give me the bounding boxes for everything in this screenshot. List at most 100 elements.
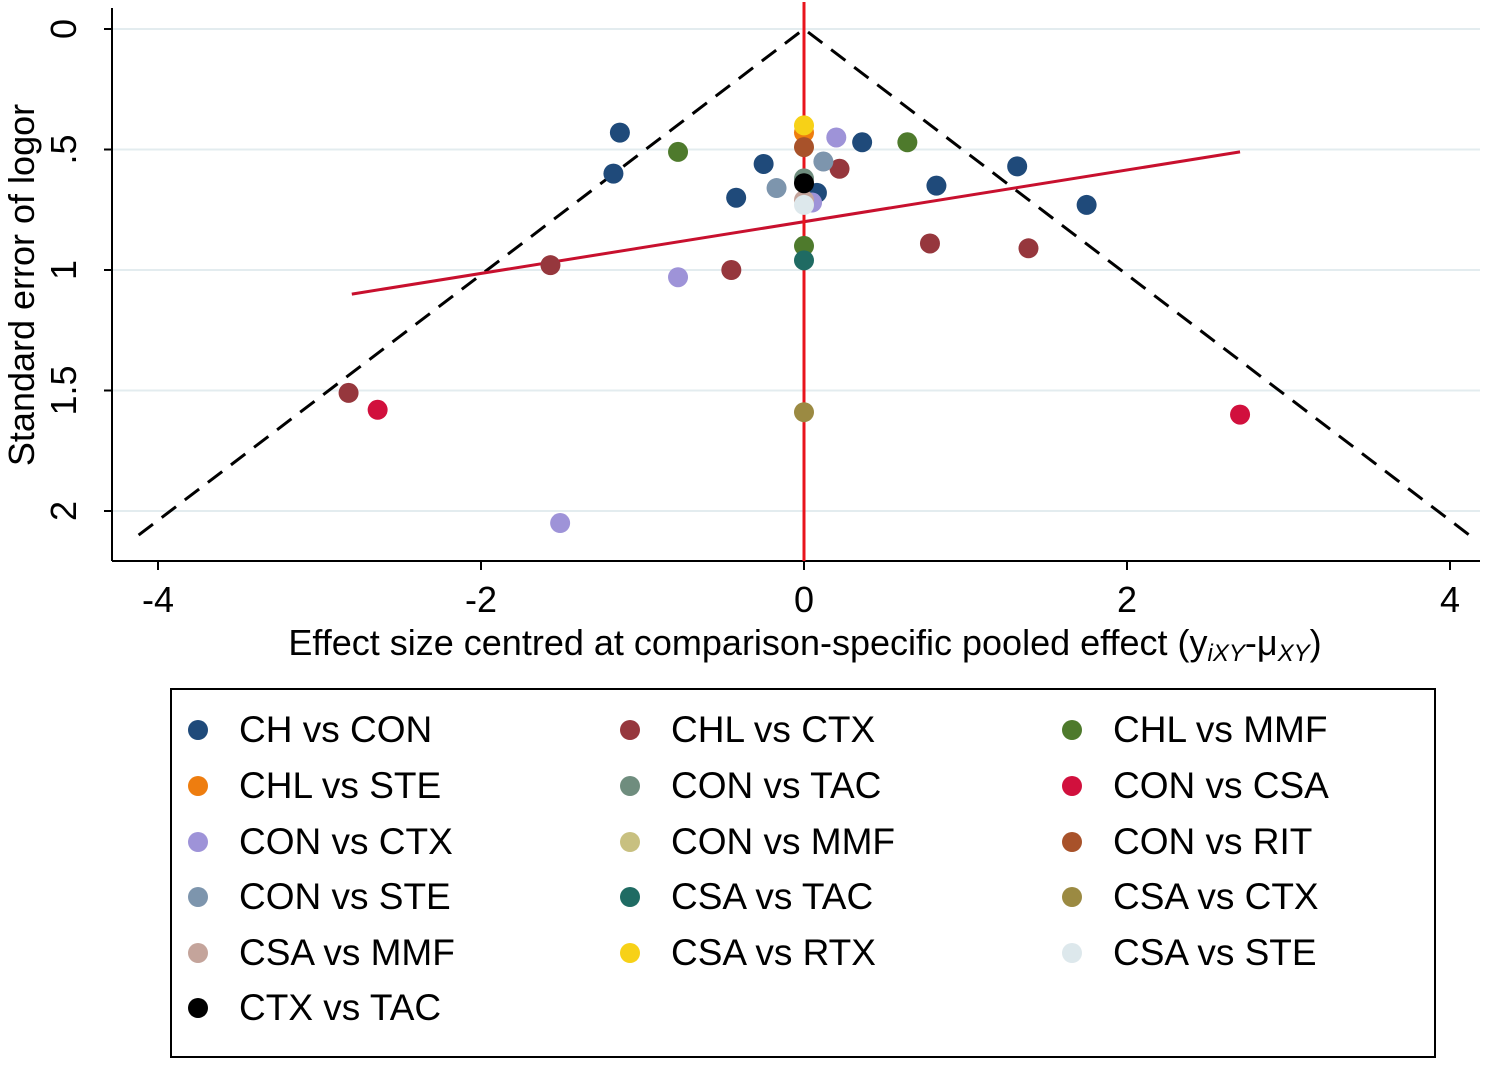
y-axis-title: Standard error of logor xyxy=(1,104,42,466)
legend-swatch xyxy=(620,943,640,963)
legend-item-con-vs-rit: CON vs RIT xyxy=(1062,822,1312,862)
y-tick-label: .5 xyxy=(43,134,84,164)
point-ctx-vs-tac xyxy=(794,173,814,194)
funnel-plot: 0.511.52-4 -2 0 2 4 Standard error of logor … xyxy=(1,2,1480,667)
funnel-limit-lines xyxy=(137,27,1471,537)
point-ch-vs-con xyxy=(609,122,630,143)
legend-item-chl-vs-ctx: CHL vs CTX xyxy=(620,710,875,750)
legend-swatch xyxy=(188,887,208,907)
point-con-vs-ste xyxy=(766,178,787,199)
legend-item-csa-vs-ctx: CSA vs CTX xyxy=(1062,877,1319,917)
legend-swatch xyxy=(620,832,640,852)
y-tick-label: 0 xyxy=(43,19,84,39)
legend-item-con-vs-csa: CON vs CSA xyxy=(1062,766,1329,806)
legend-label: CON vs CTX xyxy=(239,821,453,862)
legend-label: CON vs STE xyxy=(239,876,451,917)
x-axis-title-end: ) xyxy=(1310,622,1322,663)
point-con-vs-csa xyxy=(1230,404,1251,425)
legend-label: CSA vs RTX xyxy=(671,932,876,973)
y-tick-label: 1 xyxy=(43,260,84,280)
legend-swatch xyxy=(1062,943,1082,963)
y-tick-label: 1.5 xyxy=(43,365,84,415)
legend-swatch xyxy=(188,720,208,740)
point-chl-vs-mmf xyxy=(794,235,814,256)
point-csa-vs-ste xyxy=(794,194,814,215)
regression-line xyxy=(351,150,1241,296)
point-ch-vs-con xyxy=(753,153,774,174)
point-chl-vs-ctx xyxy=(919,233,940,254)
legend-label: CHL vs CTX xyxy=(671,709,876,750)
point-csa-vs-ctx xyxy=(794,402,814,423)
legend-item-con-vs-mmf: CON vs MMF xyxy=(620,822,895,862)
legend-label: CON vs MMF xyxy=(671,821,896,862)
legend-label: CSA vs CTX xyxy=(1113,876,1319,917)
legend-swatch xyxy=(1062,776,1082,796)
x-axis-title-sub2: XY xyxy=(1277,640,1312,667)
legend-item-csa-vs-tac: CSA vs TAC xyxy=(620,877,873,917)
legend-label: CHL vs STE xyxy=(239,765,442,806)
legend-swatch xyxy=(1062,887,1082,907)
point-chl-vs-ctx xyxy=(1018,238,1039,259)
data-points xyxy=(338,115,1251,534)
x-tick-label: -4 xyxy=(142,579,174,620)
legend-item-con-vs-tac: CON vs TAC xyxy=(620,766,881,806)
point-ch-vs-con xyxy=(726,187,747,208)
x-tick-label: 4 xyxy=(1440,579,1460,620)
point-chl-vs-mmf xyxy=(897,132,918,153)
legend-item-ch-vs-con: CH vs CON xyxy=(188,710,432,750)
legend-item-csa-vs-ste: CSA vs STE xyxy=(1062,933,1317,973)
legend-swatch xyxy=(188,998,208,1018)
legend-label: CH vs CON xyxy=(239,709,433,750)
legend-label: CSA vs TAC xyxy=(671,876,874,917)
point-csa-vs-tac xyxy=(794,250,814,271)
legend-item-con-vs-ctx: CON vs CTX xyxy=(188,822,453,862)
point-ch-vs-con xyxy=(1007,156,1028,177)
point-ch-vs-con xyxy=(1076,194,1097,215)
x-tick-label: 2 xyxy=(1117,579,1137,620)
legend-swatch xyxy=(620,887,640,907)
legend-item-ctx-vs-tac: CTX vs TAC xyxy=(188,988,441,1028)
point-con-vs-csa xyxy=(367,399,388,420)
point-ch-vs-con xyxy=(926,175,947,196)
legend-swatch xyxy=(188,943,208,963)
legend: CH vs CON CHL vs CTX CHL vs MMF CHL vs STE C… xyxy=(170,688,1436,1058)
point-con-vs-ste xyxy=(813,151,834,172)
y-tick-label: 2 xyxy=(43,501,84,521)
legend-item-csa-vs-mmf: CSA vs MMF xyxy=(188,933,455,973)
x-axis-title: Effect size centred at comparison-specif… xyxy=(288,622,1321,667)
legend-label: CON vs TAC xyxy=(671,765,882,806)
legend-swatch xyxy=(188,832,208,852)
legend-swatch xyxy=(620,720,640,740)
point-con-vs-rit xyxy=(794,137,814,158)
legend-item-chl-vs-ste: CHL vs STE xyxy=(188,766,441,806)
reference-lines xyxy=(137,2,1471,561)
x-axis-title-mid: -μ xyxy=(1245,622,1278,663)
legend-label: CSA vs MMF xyxy=(239,932,455,973)
legend-item-chl-vs-mmf: CHL vs MMF xyxy=(1062,710,1327,750)
tick-labels: 0 .5 1 1.5 2 -4 -2 0 2 4 xyxy=(43,19,1460,620)
point-chl-vs-ctx xyxy=(829,158,850,179)
legend-label: CON vs RIT xyxy=(1113,821,1313,862)
legend-swatch xyxy=(1062,720,1082,740)
point-ch-vs-con xyxy=(603,163,624,184)
legend-swatch xyxy=(188,776,208,796)
legend-swatch xyxy=(1062,832,1082,852)
point-con-vs-ctx xyxy=(826,127,847,148)
point-chl-vs-ctx xyxy=(338,382,359,403)
legend-item-csa-vs-rtx: CSA vs RTX xyxy=(620,933,876,973)
legend-label: CHL vs MMF xyxy=(1113,709,1328,750)
legend-label: CTX vs TAC xyxy=(239,987,442,1028)
point-chl-vs-mmf xyxy=(668,141,689,162)
point-chl-vs-ctx xyxy=(721,260,742,280)
gridlines xyxy=(113,28,1480,512)
point-chl-vs-ctx xyxy=(540,255,561,276)
legend-label: CSA vs STE xyxy=(1113,932,1317,973)
legend-label: CON vs CSA xyxy=(1113,765,1329,806)
point-con-vs-ctx xyxy=(550,513,571,534)
point-ch-vs-con xyxy=(852,132,873,153)
legend-swatch xyxy=(620,776,640,796)
axes xyxy=(104,8,1480,570)
x-axis-title-main: Effect size centred at comparison-specif… xyxy=(288,622,1207,663)
point-con-vs-ctx xyxy=(668,267,689,288)
x-tick-label: -2 xyxy=(465,579,497,620)
